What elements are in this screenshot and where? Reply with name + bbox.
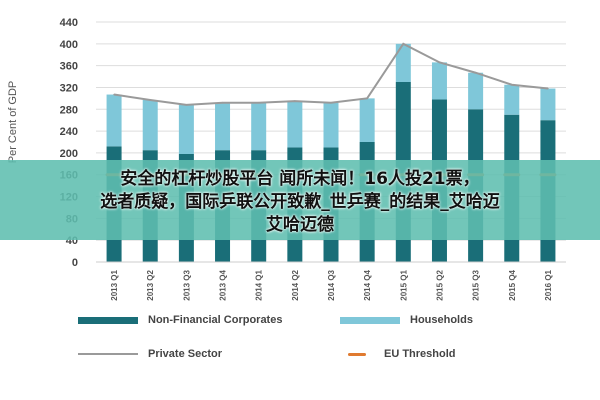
bar-households [395, 43, 411, 82]
legend-swatch-private-sector [78, 353, 138, 355]
y-axis-title: Per Cent of GDP [7, 81, 19, 164]
y-tick-label: 440 [60, 17, 78, 29]
x-tick-label: 2015 Q1 [399, 269, 408, 300]
legend-item-eu-threshold: EU Threshold [340, 344, 456, 364]
private-sector-point [402, 43, 405, 45]
x-tick-label: 2014 Q1 [255, 269, 264, 300]
x-tick-label: 2015 Q2 [435, 269, 444, 300]
x-tick-label: 2015 Q3 [472, 269, 481, 300]
private-sector-point [438, 61, 441, 64]
private-sector-point [474, 71, 477, 74]
bar-households [142, 100, 158, 151]
legend-swatch-households [340, 316, 400, 324]
y-tick-label: 0 [72, 257, 78, 269]
bar-households [468, 72, 484, 110]
x-tick-label: 2016 Q1 [544, 269, 553, 300]
bar-households [323, 102, 339, 148]
x-tick-label: 2013 Q3 [182, 269, 191, 300]
x-tick-label: 2013 Q4 [219, 269, 228, 300]
legend-label-non-financial: Non-Financial Corporates [148, 314, 283, 326]
y-tick-label: 200 [60, 148, 78, 160]
private-sector-point [149, 99, 152, 101]
private-sector-point [113, 93, 115, 96]
y-tick-label: 280 [60, 104, 78, 116]
legend-swatch-eu-threshold [348, 352, 366, 356]
private-sector-point [366, 97, 368, 100]
bar-households [251, 102, 267, 151]
bar-households [359, 98, 375, 142]
x-tick-label: 2015 Q4 [508, 269, 517, 300]
legend: Non-Financial Corporates Households Priv… [0, 306, 600, 376]
x-tick-label: 2013 Q2 [146, 269, 155, 300]
legend-item-households: Households [340, 310, 473, 330]
legend-swatch-non-financial [78, 316, 138, 324]
private-sector-point [257, 101, 260, 104]
legend-label-private-sector: Private Sector [148, 348, 222, 360]
bar-households [178, 104, 194, 154]
bar-households [540, 88, 556, 121]
bar-households [215, 102, 231, 151]
private-sector-point [547, 87, 549, 90]
overlay-caption: 安全的杠杆炒股平台 闻所未闻！16人投21票， 选者质疑，国际乒联公开致歉_世乒… [0, 168, 600, 237]
y-tick-label: 320 [60, 82, 78, 94]
x-tick-label: 2014 Q4 [363, 269, 372, 300]
y-tick-label: 360 [60, 61, 78, 73]
private-sector-point [510, 83, 513, 86]
private-sector-point [294, 100, 296, 102]
legend-item-private-sector: Private Sector [78, 344, 222, 364]
bar-households [287, 101, 303, 148]
overlay-banner [0, 160, 600, 240]
y-tick-label: 400 [60, 39, 78, 51]
legend-label-eu-threshold: EU Threshold [384, 348, 456, 360]
x-tick-label: 2013 Q1 [110, 269, 119, 300]
y-tick-label: 240 [60, 126, 78, 138]
bar-households [431, 62, 447, 100]
private-sector-point [330, 101, 332, 104]
x-tick-label: 2014 Q2 [291, 269, 300, 300]
legend-item-non-financial: Non-Financial Corporates [78, 310, 282, 330]
bar-households [504, 84, 520, 115]
overlay-line-2: 选者质疑，国际乒联公开致歉_世乒赛_的结果_艾哈迈 [100, 192, 500, 212]
bar-households [106, 94, 122, 147]
legend-label-households: Households [410, 314, 473, 326]
x-axis: 2013 Q1 2013 Q2 2013 Q3 2013 Q4 2014 Q1 2014 … [96, 261, 566, 301]
overlay-line-3: 艾哈迈德 [266, 215, 334, 235]
x-tick-label: 2014 Q3 [327, 269, 336, 300]
private-sector-point [185, 104, 188, 106]
private-sector-point [221, 101, 224, 104]
overlay-line-1: 安全的杠杆炒股平台 闻所未闻！16人投21票， [120, 169, 480, 189]
private-sector-line-group [113, 42, 549, 106]
